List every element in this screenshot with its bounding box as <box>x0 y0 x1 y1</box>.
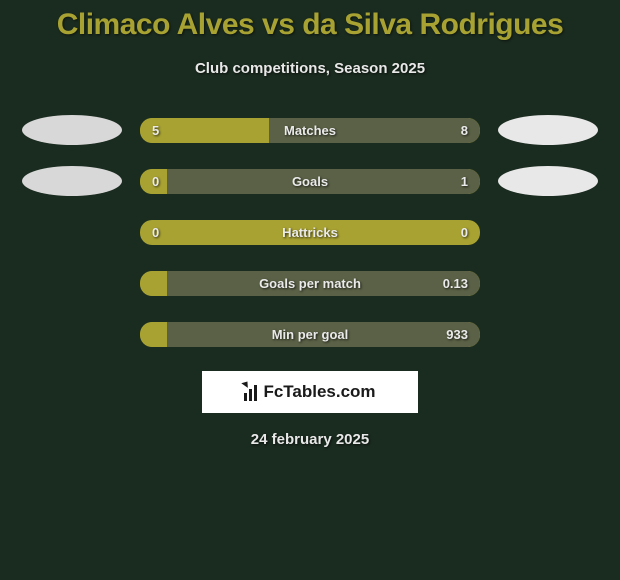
stat-bar: Min per goal 933 <box>140 322 480 347</box>
comparison-infographic: Climaco Alves vs da Silva Rodrigues Club… <box>0 0 620 448</box>
stat-bar: 0 Goals 1 <box>140 169 480 194</box>
bar-fill-left <box>140 118 269 143</box>
player-right-marker <box>498 115 598 145</box>
player-left-marker <box>22 166 122 196</box>
logo-text: FcTables.com <box>263 382 375 402</box>
stat-row: Goals per match 0.13 <box>0 268 620 298</box>
stat-row: 0 Hattricks 0 <box>0 217 620 247</box>
stat-value-right: 933 <box>446 322 468 347</box>
stat-value-right: 0 <box>461 220 468 245</box>
stat-value-left: 0 <box>152 169 159 194</box>
stat-label: Hattricks <box>282 220 338 245</box>
stats-rows: 5 Matches 8 0 Goals 1 0 Hattricks 0 Goals per mat… <box>0 115 620 349</box>
page-title: Climaco Alves vs da Silva Rodrigues <box>57 8 564 42</box>
placeholder <box>22 217 122 247</box>
stat-value-right: 0.13 <box>443 271 468 296</box>
stat-label: Goals per match <box>259 271 361 296</box>
stat-value-left: 0 <box>152 220 159 245</box>
player-right-marker <box>498 166 598 196</box>
date-label: 24 february 2025 <box>251 431 369 448</box>
stat-label: Goals <box>292 169 328 194</box>
stat-bar: 0 Hattricks 0 <box>140 220 480 245</box>
bar-fill-left <box>140 322 167 347</box>
stat-label: Matches <box>284 118 336 143</box>
stat-value-right: 8 <box>461 118 468 143</box>
stat-value-left: 5 <box>152 118 159 143</box>
placeholder <box>498 217 598 247</box>
stat-row: 5 Matches 8 <box>0 115 620 145</box>
placeholder <box>498 268 598 298</box>
source-logo: FcTables.com <box>202 371 418 413</box>
stat-value-right: 1 <box>461 169 468 194</box>
stat-row: 0 Goals 1 <box>0 166 620 196</box>
bar-chart-icon <box>244 383 257 401</box>
stat-row: Min per goal 933 <box>0 319 620 349</box>
placeholder <box>22 319 122 349</box>
stat-label: Min per goal <box>272 322 349 347</box>
player-left-marker <box>22 115 122 145</box>
placeholder <box>22 268 122 298</box>
subtitle: Club competitions, Season 2025 <box>195 60 425 77</box>
bar-fill-left <box>140 271 167 296</box>
stat-bar: Goals per match 0.13 <box>140 271 480 296</box>
placeholder <box>498 319 598 349</box>
stat-bar: 5 Matches 8 <box>140 118 480 143</box>
